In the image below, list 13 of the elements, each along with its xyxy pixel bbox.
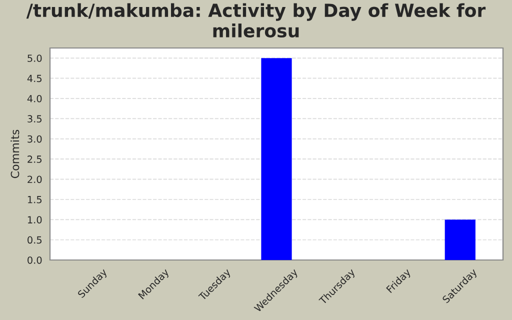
y-tick-label: 5.0 bbox=[28, 54, 42, 62]
y-tick-label: 2.5 bbox=[28, 156, 42, 163]
y-tick-label: 3.0 bbox=[28, 135, 42, 143]
y-tick-label: 4.5 bbox=[27, 74, 42, 82]
y-axis-title: Commits bbox=[10, 130, 20, 178]
y-tick-label: 4.0 bbox=[27, 94, 42, 102]
y-tick-label: 1.5 bbox=[28, 196, 42, 204]
y-tick-label: 3.5 bbox=[28, 115, 42, 122]
y-tick-label: 1.0 bbox=[28, 216, 42, 224]
y-tick-label: 0.5 bbox=[28, 236, 42, 244]
y-tick-label: 2.0 bbox=[28, 176, 42, 184]
y-tick-label: 0.0 bbox=[28, 256, 42, 264]
chart-title: /trunk/makumba: Activity by Day of Week for milerosu bbox=[26, 3, 486, 38]
